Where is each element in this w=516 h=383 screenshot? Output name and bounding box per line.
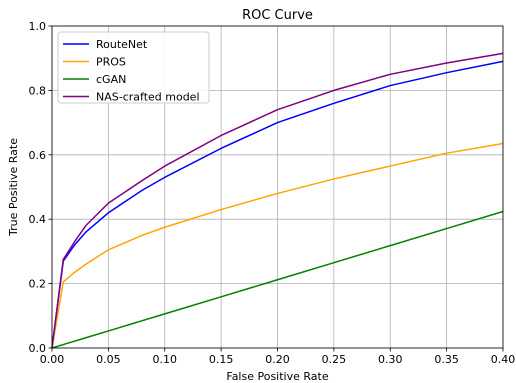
series-line-cgan <box>51 210 504 349</box>
x-tick-label: 0.35 <box>434 353 459 366</box>
x-tick-label: 0.40 <box>491 353 516 366</box>
legend-label: RouteNet <box>96 38 148 51</box>
x-tick-label: 0.05 <box>96 353 121 366</box>
y-tick-label: 0.6 <box>29 149 47 162</box>
x-tick-label: 0.30 <box>378 353 403 366</box>
legend-label: NAS-crafted model <box>96 91 200 104</box>
y-tick-label: 0.8 <box>29 84 47 97</box>
legend-label: cGAN <box>96 73 126 86</box>
y-tick-label: 0.2 <box>29 278 47 291</box>
series-line-routenet <box>51 60 504 349</box>
x-tick-label: 0.00 <box>40 353 65 366</box>
y-tick-label: 0.0 <box>29 342 47 355</box>
x-tick-label: 0.20 <box>265 353 290 366</box>
legend-label: PROS <box>96 56 126 69</box>
chart-title: ROC Curve <box>242 8 313 23</box>
y-tick-label: 0.4 <box>29 213 47 226</box>
y-tick-label: 1.0 <box>29 20 47 33</box>
legend-box <box>57 31 210 104</box>
axis-ticks: 0.00 0.05 0.10 0.15 0.20 0.25 0.30 0.35 0.40 0.0 0… <box>29 20 516 366</box>
x-tick-label: 0.15 <box>209 353 234 366</box>
series-lines <box>51 52 504 349</box>
legend: RouteNet PROS cGAN NAS-crafted model <box>57 31 210 104</box>
y-axis-label: True Positive Rate <box>7 138 20 237</box>
x-axis-label: False Positive Rate <box>226 370 328 383</box>
x-tick-label: 0.25 <box>322 353 347 366</box>
x-tick-label: 0.10 <box>153 353 178 366</box>
series-line-pros <box>51 142 504 349</box>
series-line-nas-crafted-model <box>51 52 504 349</box>
grid <box>51 25 504 349</box>
